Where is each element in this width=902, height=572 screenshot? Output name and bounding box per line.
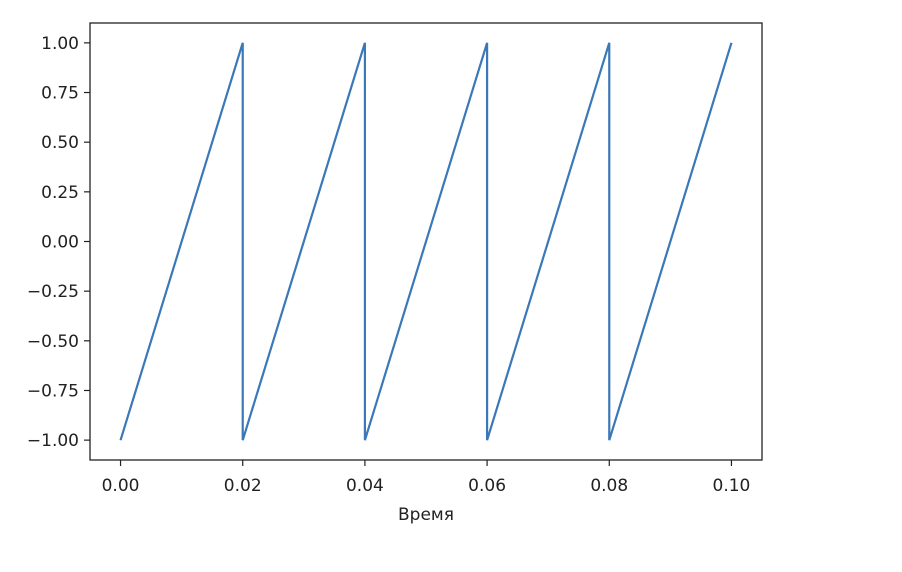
y-tick-label: −0.75 <box>27 381 79 401</box>
x-tick-label: 0.08 <box>590 476 628 496</box>
y-tick-label: 0.25 <box>41 183 79 203</box>
y-tick-label: 0.75 <box>41 84 79 104</box>
y-tick-label: 1.00 <box>41 34 79 54</box>
y-tick-label: 0.50 <box>41 133 79 153</box>
x-tick-label: 0.04 <box>346 476 384 496</box>
x-tick-label: 0.02 <box>224 476 262 496</box>
series-line-0 <box>119 42 733 441</box>
y-tick-label: −0.25 <box>27 282 79 302</box>
y-tick-label: −1.00 <box>27 431 79 451</box>
y-tick-label: 0.00 <box>41 233 79 253</box>
x-axis-label: Время <box>398 505 454 525</box>
x-tick-label: 0.10 <box>713 476 751 496</box>
x-tick-label: 0.06 <box>468 476 506 496</box>
x-tick-label: 0.00 <box>102 476 140 496</box>
y-tick-label: −0.50 <box>27 332 79 352</box>
